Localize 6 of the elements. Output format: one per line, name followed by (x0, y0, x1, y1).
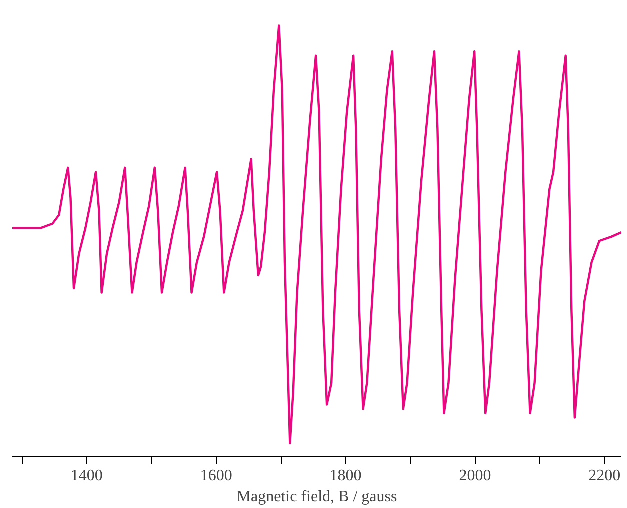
x-tick-label: 2000 (459, 468, 492, 484)
x-axis-title: Magnetic field, B / gauss (236, 488, 398, 506)
x-tick-label: 1400 (70, 468, 103, 484)
x-tick-label: 2200 (588, 468, 621, 484)
x-tick-label: 1600 (200, 468, 232, 484)
x-tick-label: 1800 (330, 468, 362, 484)
